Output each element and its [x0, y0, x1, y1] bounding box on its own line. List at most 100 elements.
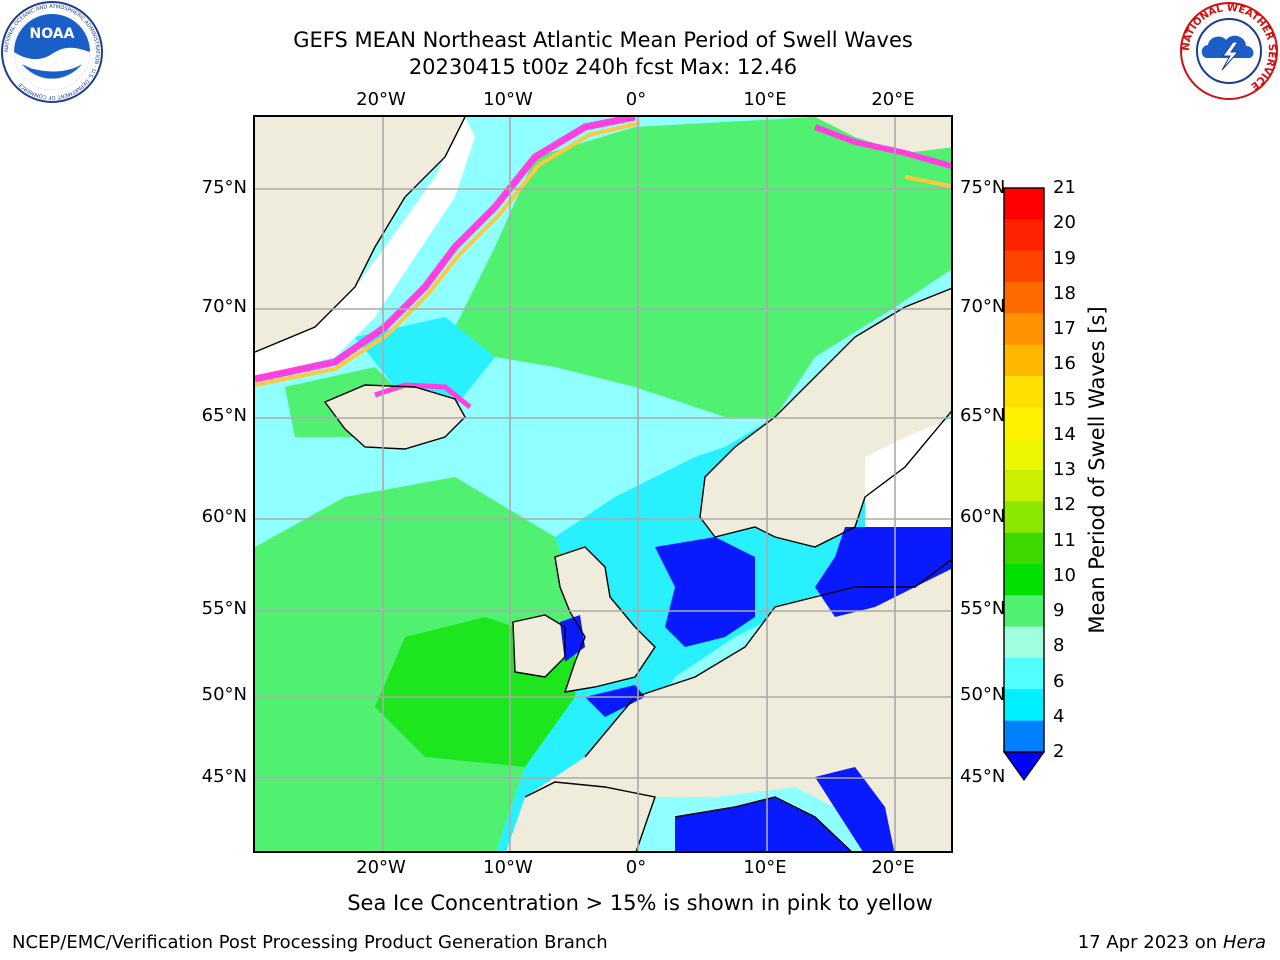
lon-label-bottom-20e: 20°E: [871, 857, 915, 878]
chart-subtitle: 20230415 t00z 240h fcst Max: 12.46: [408, 55, 798, 79]
lat-label-right-55n: 55°N: [960, 598, 1006, 619]
colorbar-tick-label: 20: [1053, 212, 1076, 234]
lon-label-bottom-0: 0°: [625, 857, 647, 878]
iberia-land: [515, 782, 655, 851]
colorbar-outline: [1003, 187, 1045, 753]
gulf-of-bothnia-white: [865, 418, 951, 527]
coast-iceland: [323, 384, 466, 450]
lon-label-top-20w: 20°W: [356, 89, 406, 110]
lon-label-top-10e: 10°E: [743, 89, 787, 110]
coast-great-britain: [554, 546, 656, 693]
colorbar-tick-label: 4: [1053, 705, 1065, 727]
sea-ice-svalbard: [813, 124, 951, 169]
lat-label-left-50n: 50°N: [201, 684, 247, 705]
colorbar-tick-label: 21: [1053, 177, 1076, 198]
channel-shallow: [585, 685, 645, 717]
lon-label-top-0: 0°: [625, 89, 647, 110]
colorbar-segment: [1004, 438, 1044, 471]
coast-iberia: [524, 781, 656, 851]
colorbar-tick-label: 13: [1053, 459, 1076, 480]
lat-label-right-60n: 60°N: [960, 506, 1006, 527]
colorbar-segment: [1004, 720, 1044, 753]
colorbar-segment: [1004, 532, 1044, 565]
graticule: [255, 117, 951, 851]
chart-title: GEFS MEAN Northeast Atlantic Mean Period…: [293, 28, 913, 52]
great-britain-land: [555, 547, 655, 692]
colorbar-segment: [1004, 689, 1044, 722]
lat-label-left-65n: 65°N: [201, 405, 247, 426]
colorbar-tick-label: 14: [1053, 423, 1076, 445]
colorbar-tick-label: 11: [1053, 529, 1076, 551]
colorbar-segment: [1004, 250, 1044, 283]
colorbar-lower-arrow: [1002, 751, 1046, 782]
colorbar-tick-label: 12: [1053, 494, 1076, 516]
svalbard-land: [815, 117, 951, 153]
ireland-land: [513, 615, 565, 677]
lat-label-right-75n: 75°N: [960, 177, 1006, 198]
lat-label-right-65n: 65°N: [960, 405, 1006, 426]
colorbar-label: Mean Period of Swell Waves [s]: [1085, 306, 1109, 634]
colorbar: [1002, 187, 1046, 782]
denmark-strait-white: [255, 117, 475, 377]
lat-label-left-55n: 55°N: [201, 598, 247, 619]
colorbar-segment: [1004, 658, 1044, 690]
lon-label-bottom-10w: 10°W: [483, 857, 533, 878]
colorbar-segment: [1004, 188, 1044, 220]
lon-label-top-10w: 10°W: [483, 89, 533, 110]
colorbar-segment: [1004, 219, 1044, 252]
colorbar-segment: [1004, 470, 1044, 502]
colorbar-segment: [1004, 626, 1044, 659]
colorbar-tick-label: 2: [1053, 741, 1065, 762]
lon-label-bottom-20w: 20°W: [356, 857, 406, 878]
colorbar-tick-label: 8: [1053, 635, 1065, 657]
colorbar-tick-label: 10: [1053, 564, 1076, 586]
sea-ice-svalbard-yellow: [904, 175, 951, 189]
mediterranean-shallow: [675, 797, 851, 851]
lat-label-right-70n: 70°N: [960, 296, 1006, 317]
sea-zone-green-north: [455, 117, 951, 417]
colorbar-tick-label: 15: [1053, 388, 1076, 410]
colorbar-segment: [1004, 313, 1044, 346]
sea-ice-edge-pink: [255, 117, 636, 383]
nws-logo: NATIONAL WEATHER SERVICE: [1180, 2, 1278, 100]
footer-credit: NCEP/EMC/Verification Post Processing Pr…: [12, 932, 608, 953]
colorbar-segment: [1004, 376, 1044, 408]
sea-ice-iceland-north: [374, 382, 472, 409]
coast-greenland: [255, 117, 466, 353]
colorbar-segment: [1004, 595, 1044, 628]
map-panel: [253, 115, 953, 853]
footer-date-text: 17 Apr 2023 on: [1077, 932, 1218, 953]
colorbar-tick-label: 18: [1053, 282, 1076, 304]
sea-zone-cyan-west: [355, 317, 495, 407]
colorbar-segment: [1004, 407, 1044, 440]
lat-label-left-75n: 75°N: [201, 177, 247, 198]
colorbar-segment: [1004, 282, 1044, 314]
colorbar-tick-label: 16: [1053, 353, 1076, 375]
colorbar-tick-label: 19: [1053, 247, 1076, 269]
north-sea-shallow: [655, 537, 755, 647]
colorbar-segment: [1004, 501, 1044, 534]
colorbar-tick-label: 6: [1053, 670, 1065, 692]
sea-ice-edge-yellow: [255, 121, 641, 387]
lat-label-right-45n: 45°N: [960, 766, 1006, 787]
colorbar-segment: [1004, 344, 1044, 377]
lat-label-left-70n: 70°N: [201, 296, 247, 317]
lat-label-right-50n: 50°N: [960, 684, 1006, 705]
colorbar-segment: [1004, 564, 1044, 596]
lon-label-top-20e: 20°E: [871, 89, 915, 110]
coast-scandinavia: [699, 287, 951, 548]
adriatic-shallow: [815, 767, 895, 851]
noaa-logo: NOAA NATIONAL OCEANIC AND ATMOSPHERIC AD…: [1, 1, 103, 103]
footer-host: Hera: [1222, 932, 1266, 953]
footer-date: 17 Apr 2023 on Hera: [1078, 932, 1266, 954]
iceland-land: [325, 385, 465, 449]
swell-period-map: [255, 117, 951, 851]
greenland-land: [255, 117, 465, 352]
sea-ice-note: Sea Ice Concentration > 15% is shown in …: [347, 891, 933, 915]
noaa-logo-text: NOAA: [30, 26, 75, 42]
colorbar-tick-label: 17: [1053, 318, 1076, 339]
lat-label-left-60n: 60°N: [201, 506, 247, 527]
lat-label-left-45n: 45°N: [201, 766, 247, 787]
coast-mediterranean: [674, 796, 852, 851]
coast-ireland: [512, 614, 566, 678]
